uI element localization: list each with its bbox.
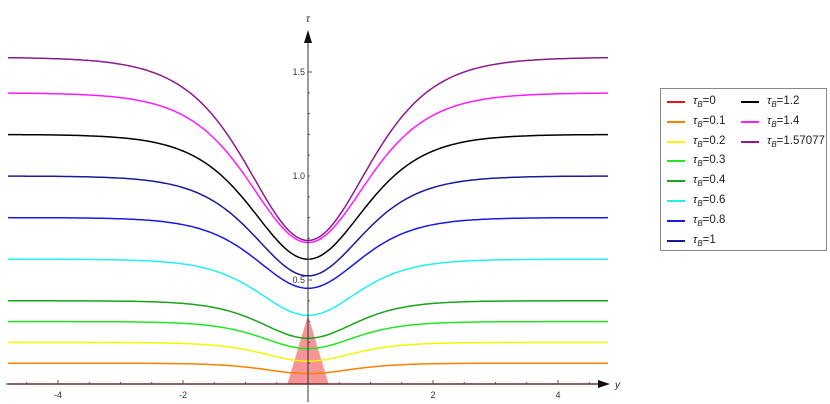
legend-item: τB=1.2 <box>741 95 799 109</box>
x-axis-label: y <box>614 380 621 391</box>
x-tick-label: -4 <box>54 390 62 400</box>
y-tick-label: 0.5 <box>292 275 305 285</box>
legend-swatch <box>741 140 759 143</box>
legend-item: τB=0.3 <box>667 154 725 168</box>
y-tick-label: 1.5 <box>292 67 305 77</box>
legend-label: τB=0 <box>693 95 716 109</box>
legend-item: τB=0 <box>667 95 716 109</box>
legend-label: τB=0.2 <box>693 134 726 149</box>
legend-swatch <box>667 219 685 222</box>
legend-item: τB=0.1 <box>667 115 725 129</box>
legend-item: τB=0.4 <box>667 174 725 188</box>
legend-swatch <box>741 101 759 103</box>
legend-item: τB=0.2 <box>667 135 725 149</box>
legend-label: τB=1.2 <box>767 95 800 109</box>
legend-swatch <box>667 101 685 103</box>
legend-swatch <box>741 120 759 123</box>
legend-item: τB=1.57077 <box>741 135 825 149</box>
legend-item: τB=1.4 <box>741 115 799 129</box>
legend-item: τB=1 <box>667 234 716 248</box>
legend: τB=0 τB=0.1 τB=0.2 τB=0.3 τB=0.4 τB=0.6 τB=0.8… <box>660 88 827 251</box>
legend-label: τB=1.57077 <box>767 134 825 149</box>
legend-label: τB=0.4 <box>693 174 726 189</box>
legend-label: τB=0.3 <box>693 154 726 169</box>
legend-item: τB=0.6 <box>667 194 725 208</box>
legend-swatch <box>667 239 685 242</box>
legend-swatch <box>667 120 685 123</box>
legend-swatch <box>667 180 685 183</box>
y-axis-arrow <box>304 30 312 43</box>
y-axis-label: τ <box>306 14 311 25</box>
x-tick-label: -2 <box>179 390 187 400</box>
legend-item: τB=0.8 <box>667 214 725 228</box>
legend-swatch <box>667 140 685 143</box>
legend-label: τB=0.8 <box>693 213 726 228</box>
axes: y τ -4 -2 2 4 0.5 1.0 1.5 <box>6 14 621 402</box>
legend-swatch <box>667 200 685 202</box>
legend-label: τB=1.4 <box>767 114 800 129</box>
y-tick-label: 1.0 <box>292 171 305 181</box>
legend-label: τB=0.6 <box>693 194 726 208</box>
legend-label: τB=0.1 <box>693 114 726 129</box>
x-axis-arrow <box>598 380 610 388</box>
legend-label: τB=1 <box>693 233 716 248</box>
x-tick-label: 4 <box>555 390 560 400</box>
legend-swatch <box>667 160 685 163</box>
x-tick-label: 2 <box>430 390 435 400</box>
